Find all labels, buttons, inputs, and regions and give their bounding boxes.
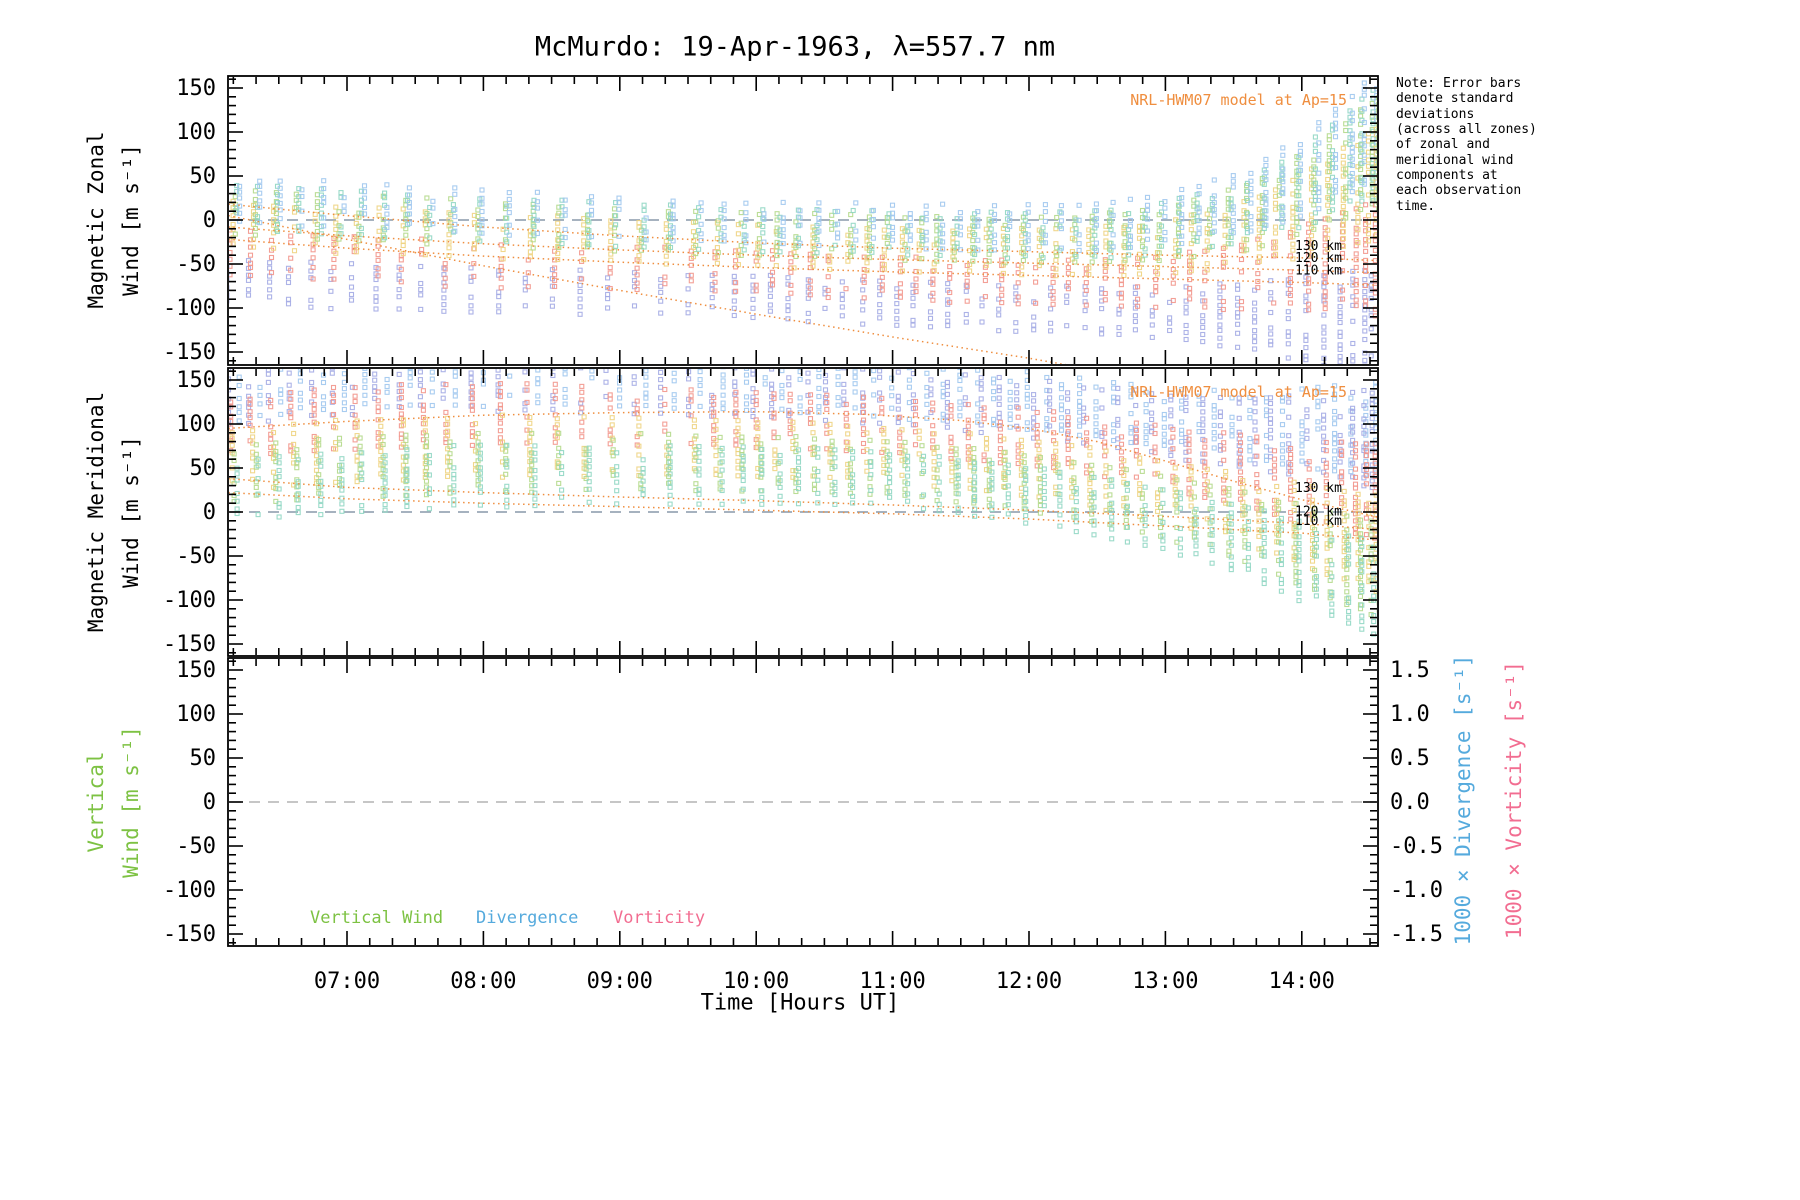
model-altitude-label: 110 km [1295,264,1342,279]
y-tick-label: 0 [203,790,216,815]
y-tick-label: -100 [163,588,216,613]
model-line [229,491,1377,541]
x-tick-label: 12:00 [996,969,1062,994]
y-tick-label: 0 [203,208,216,233]
x-tick-label: 14:00 [1269,969,1335,994]
legend-vertical-wind: Vertical Wind [310,908,444,928]
x-tick-label: 10:00 [723,969,789,994]
dv-tick-label: -1.5 [1390,922,1443,947]
dv-tick-label: 1.0 [1390,702,1430,727]
y-tick-label: -50 [176,834,216,859]
model-altitude-label: 120 km [1295,505,1342,520]
meridional-y-label-line1: Magnetic Meridional [84,391,108,633]
y-tick-label: 50 [190,456,217,481]
divergence-axis-label: 1000 × Divergence [s⁻¹] [1451,654,1475,946]
model-line [229,238,1377,286]
vorticity-axis-label: 1000 × Vorticity [s⁻¹] [1502,660,1526,940]
y-tick-label: -50 [176,252,216,277]
dv-tick-label: 0.5 [1390,746,1430,771]
dv-tick-label: 1.5 [1390,658,1430,683]
y-tick-label: 0 [203,500,216,525]
error-bar-note: Note: Error bars denote standard deviati… [1396,76,1537,214]
y-tick-label: 150 [176,658,216,683]
vertical-y-label-line1: Vertical [84,751,108,853]
y-tick-label: 100 [176,702,216,727]
y-tick-label: 100 [176,120,216,145]
dv-tick-label: 0.0 [1390,790,1430,815]
vertical-y-label-line2: Wind [m s⁻¹] [119,726,143,878]
y-tick-label: -150 [163,922,216,947]
y-tick-label: -100 [163,878,216,903]
meridional-y-label-line2: Wind [m s⁻¹] [119,436,143,588]
model-line [229,226,1377,274]
legend-vorticity: Vorticity [613,908,706,928]
model-altitude-label: 130 km [1295,481,1342,496]
y-tick-label: 50 [190,164,217,189]
model-line [229,477,1377,531]
model-note-zonal: NRL-HWM07 model at Ap=15 [1130,91,1347,109]
model-note-meridional: NRL-HWM07 model at Ap=15 [1130,383,1347,401]
y-tick-label: 100 [176,412,216,437]
scatter-meridional [229,369,1377,637]
y-tick-label: 50 [190,746,217,771]
model-line [229,410,1377,518]
zonal-y-label-line2: Wind [m s⁻¹] [119,144,143,296]
dv-tick-label: -0.5 [1390,834,1443,859]
y-tick-label: -100 [163,296,216,321]
dv-tick-label: -1.0 [1390,878,1443,903]
x-tick-label: 13:00 [1132,969,1198,994]
y-tick-label: 150 [176,76,216,101]
x-axis-label: Time [Hours UT] [700,990,900,1016]
x-tick-label: 11:00 [859,969,925,994]
zonal-y-label-line1: Magnetic Zonal [84,131,108,309]
x-tick-label: 09:00 [587,969,653,994]
panel-frame-zonal [227,75,1379,366]
x-tick-label: 07:00 [314,969,380,994]
y-tick-label: -50 [176,544,216,569]
scatter-zonal [229,80,1377,364]
y-tick-label: -150 [163,632,216,657]
panel-frame-vertical [227,657,1379,947]
legend-divergence: Divergence [476,908,579,928]
model-line [229,214,1067,364]
x-tick-label: 08:00 [450,969,516,994]
y-tick-label: 150 [176,368,216,393]
panel-frame-meridional [227,367,1379,657]
model-altitude-label: 130 km [1295,239,1342,254]
model-altitude-label: 110 km [1295,514,1342,529]
y-tick-label: -150 [163,340,216,365]
model-altitude-label: 120 km [1295,251,1342,266]
chart-title: McMurdo: 19-Apr-1963, λ=557.7 nm [534,31,1056,63]
